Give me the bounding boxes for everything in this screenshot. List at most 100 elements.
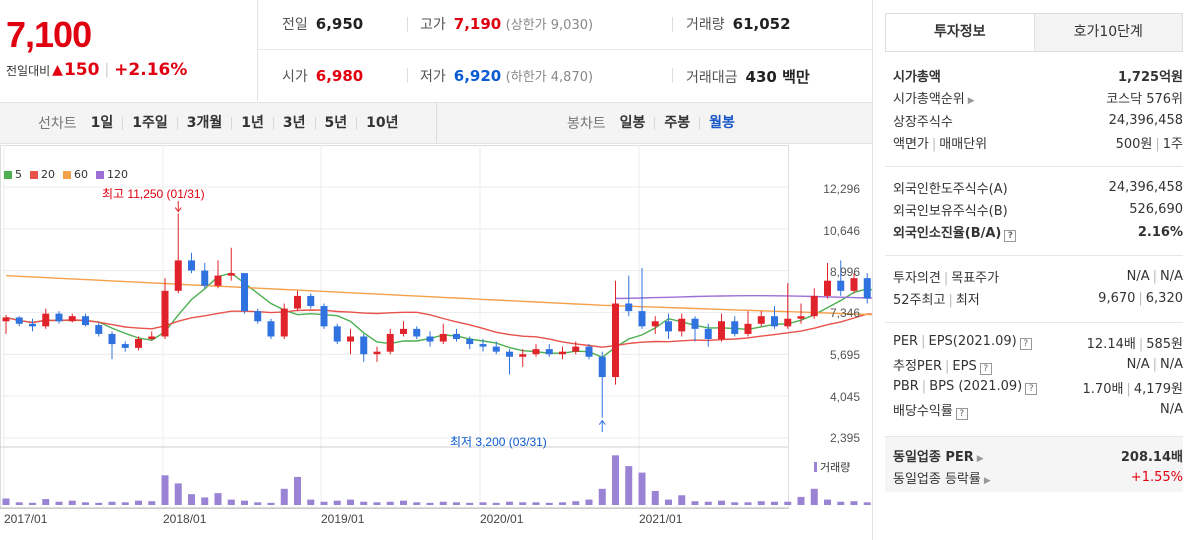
tab-orderbook[interactable]: 호가10단계: [1034, 13, 1183, 52]
candle-body: [757, 316, 765, 324]
candle-body: [519, 354, 527, 357]
divider: [885, 255, 1183, 256]
candle-body: [333, 326, 341, 342]
tab-3m[interactable]: 3개월: [176, 116, 232, 130]
info-tabs: 투자정보 호가10단계: [885, 13, 1183, 52]
tab-1d[interactable]: 1일: [90, 114, 114, 131]
candle-chart-tabs: 봉차트 일봉 주봉 월봉: [567, 103, 744, 143]
volume-bar: [294, 476, 301, 505]
divider: [407, 17, 408, 32]
foreign-limit-row: 외국인한도주식수(A) 24,396,458: [893, 179, 1183, 197]
volume-bar: [466, 502, 474, 505]
candle-body: [82, 316, 89, 326]
tab-5y[interactable]: 5년: [314, 116, 357, 130]
ma60-line: [5, 274, 872, 316]
sector-info: 동일업종 PER ▶ 208.14배 동일업종 등락률 ▶ +1.55%: [893, 444, 1183, 489]
candle-body: [824, 280, 831, 296]
sector-rate-row[interactable]: 동일업종 등락률 ▶ +1.55%: [893, 470, 1183, 488]
candle-body: [744, 323, 752, 334]
volume-bar: [612, 455, 619, 505]
volume-legend: 거래량: [814, 459, 850, 475]
candle-body: [598, 356, 606, 378]
x-tick: 2019/01: [321, 512, 365, 526]
candle-body: [784, 318, 792, 327]
candle-body: [625, 303, 633, 312]
legend-ma20: 20: [30, 168, 55, 181]
monthly-candle-chart: 5 20 60 120 12,296 10,646 8,996 7,346 5,…: [0, 145, 872, 540]
volume-bar: [824, 499, 831, 505]
volume-bar: [360, 501, 368, 505]
day-high: 고가 7,190 (상한가 9,030): [420, 15, 594, 33]
volume-bar: [625, 466, 633, 505]
tab-monthly[interactable]: 월봉: [699, 116, 744, 130]
volume-bar: [665, 499, 672, 505]
candle-body: [426, 336, 434, 342]
candle-body: [360, 336, 368, 355]
52week-row: 52주최고 | 최저 9,670 | 6,320: [893, 291, 1183, 309]
volume-bar: [413, 502, 421, 505]
candle-body: [280, 308, 288, 337]
volume-bar: [29, 502, 36, 505]
candle-body: [466, 339, 474, 345]
help-icon[interactable]: ?: [955, 407, 968, 420]
divider: [407, 68, 408, 83]
tab-10y[interactable]: 10년: [356, 116, 407, 130]
help-icon[interactable]: ?: [1025, 383, 1038, 396]
dividend-row: 배당수익률? N/A: [893, 402, 1183, 420]
candle-body: [837, 280, 845, 291]
volume-bar: [320, 501, 328, 505]
tab-investment-info[interactable]: 투자정보: [885, 13, 1035, 52]
change-value: 150: [63, 60, 100, 80]
quote-row-2: 시가 6,980 저가 6,920 (하한가 4,870) 거래대금 430 백만: [258, 51, 872, 101]
x-tick: 2020/01: [480, 512, 524, 526]
tab-1w[interactable]: 1주일: [122, 116, 177, 130]
volume-bar: [254, 502, 262, 505]
volume-bar: [439, 501, 447, 505]
candle-body: [108, 333, 116, 345]
candle-body: [572, 346, 580, 352]
candle-body: [307, 295, 315, 307]
candle-body: [373, 351, 381, 355]
candle-body: [188, 260, 195, 271]
chevron-right-icon: ▶: [976, 453, 984, 464]
candle-body: [585, 346, 593, 357]
chart-canvas: [0, 145, 872, 509]
candle-body: [254, 311, 262, 322]
candle-body: [68, 316, 76, 322]
volume-bar: [188, 494, 195, 505]
volume-bar: [307, 499, 315, 505]
help-icon[interactable]: ?: [979, 362, 992, 375]
tab-weekly[interactable]: 주봉: [654, 116, 699, 130]
volume-bar: [651, 490, 659, 505]
investment-info-panel: 투자정보 호가10단계 시가총액 1,725억원 시가총액순위 ▶ 코스닥 576…: [872, 0, 1192, 540]
candle-body: [294, 295, 301, 309]
sector-per-row[interactable]: 동일업종 PER ▶ 208.14배: [893, 449, 1183, 465]
help-icon[interactable]: ?: [1004, 230, 1017, 243]
candle-body: [42, 313, 50, 327]
y-tick: 4,045: [829, 390, 860, 404]
volume-bar: [506, 501, 513, 505]
market-info: 시가총액 1,725억원 시가총액순위 ▶ 코스닥 576위 상장주식수 24,3…: [893, 64, 1183, 154]
help-icon[interactable]: ?: [1019, 338, 1032, 351]
candle-body: [29, 323, 36, 327]
tab-1y[interactable]: 1년: [231, 116, 273, 130]
legend-ma120: 120: [96, 168, 128, 181]
volume-bar: [280, 488, 288, 505]
line-chart-tabs: 선차트 1일 1주일 3개월 1년 3년 5년 10년: [38, 103, 408, 143]
volume-bar: [638, 472, 646, 505]
high-annotation: 최고 11,250 (01/31): [102, 187, 205, 201]
low-arrowhead-icon: [598, 419, 606, 425]
tab-3y[interactable]: 3년: [272, 116, 315, 130]
candle-body: [161, 290, 169, 337]
candle-body: [347, 336, 354, 342]
x-tick: 2018/01: [163, 512, 207, 526]
tab-daily[interactable]: 일봉: [619, 114, 646, 131]
market-rank-row[interactable]: 시가총액순위 ▶ 코스닥 576위: [893, 92, 1183, 108]
candle-body: [651, 321, 659, 327]
foreign-hold-row: 외국인보유주식수(B) 526,690: [893, 202, 1183, 220]
candle-body: [214, 275, 222, 286]
volume-bar: [757, 501, 765, 505]
candle-body: [400, 328, 407, 334]
volume-bar: [585, 499, 593, 505]
market-cap-row: 시가총액 1,725억원: [893, 69, 1183, 85]
